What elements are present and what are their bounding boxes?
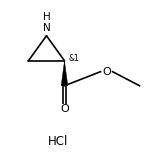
Text: O: O (60, 104, 69, 114)
Text: H
N: H N (43, 12, 50, 33)
Text: &1: &1 (68, 54, 79, 63)
Polygon shape (61, 61, 68, 86)
Text: HCl: HCl (48, 135, 69, 149)
Text: O: O (102, 67, 111, 77)
